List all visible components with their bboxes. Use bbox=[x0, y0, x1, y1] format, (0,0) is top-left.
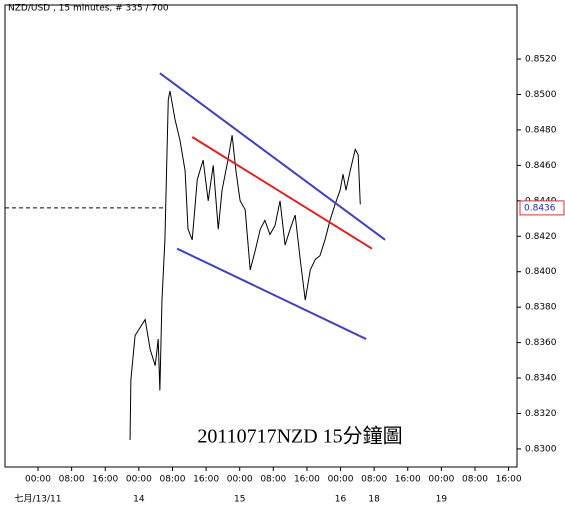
plot-area bbox=[4, 4, 518, 468]
price-line bbox=[129, 90, 361, 441]
x-tick-label: 00:00 bbox=[328, 475, 354, 485]
x-tick-label: 00:00 bbox=[126, 475, 152, 485]
current-price-label: 0.8436 bbox=[524, 203, 556, 213]
y-tick-label: 0.8460 bbox=[525, 161, 557, 171]
y-tick-label: 0.8380 bbox=[525, 303, 557, 313]
x-tick-label: 16:00 bbox=[496, 475, 522, 485]
y-tick-label: 0.8420 bbox=[525, 232, 557, 242]
date-label: 15 bbox=[234, 495, 245, 505]
trendline bbox=[159, 72, 386, 241]
y-tick-label: 0.8480 bbox=[525, 125, 557, 135]
y-tick-label: 0.8400 bbox=[525, 267, 557, 277]
y-tick-label: 0.8520 bbox=[525, 55, 557, 65]
date-label: 18 bbox=[368, 495, 380, 505]
x-tick-label: 08:00 bbox=[59, 475, 85, 485]
date-label: 14 bbox=[133, 495, 145, 505]
x-tick-label: 16:00 bbox=[92, 475, 118, 485]
date-label: 16 bbox=[335, 495, 347, 505]
x-tick-label: 08:00 bbox=[260, 475, 286, 485]
x-tick-label: 00:00 bbox=[227, 475, 253, 485]
x-tick-label: 16:00 bbox=[294, 475, 320, 485]
x-tick-label: 00:00 bbox=[25, 475, 51, 485]
date-label: 七月/13/11 bbox=[15, 494, 62, 505]
trendline bbox=[191, 136, 373, 250]
x-tick-label: 08:00 bbox=[462, 475, 488, 485]
x-tick-label: 08:00 bbox=[361, 475, 387, 485]
x-tick-label: 08:00 bbox=[160, 475, 186, 485]
y-tick-label: 0.8500 bbox=[525, 90, 557, 100]
chart-title: NZD/USD , 15 minutes, # 335 / 700 bbox=[8, 4, 169, 14]
y-tick-label: 0.8300 bbox=[525, 444, 557, 454]
date-label: 19 bbox=[436, 495, 448, 505]
x-tick-label: 00:00 bbox=[428, 475, 454, 485]
current-price-box bbox=[519, 200, 565, 216]
trendline bbox=[176, 247, 367, 340]
x-tick-label: 16:00 bbox=[193, 475, 219, 485]
annotation: 20110717NZD 15分鐘圖 bbox=[197, 425, 402, 448]
y-tick-label: 0.8320 bbox=[525, 409, 557, 419]
x-tick-label: 16:00 bbox=[395, 475, 421, 485]
y-tick-label: 0.8360 bbox=[525, 338, 557, 348]
y-tick-label: 0.8340 bbox=[525, 374, 557, 384]
